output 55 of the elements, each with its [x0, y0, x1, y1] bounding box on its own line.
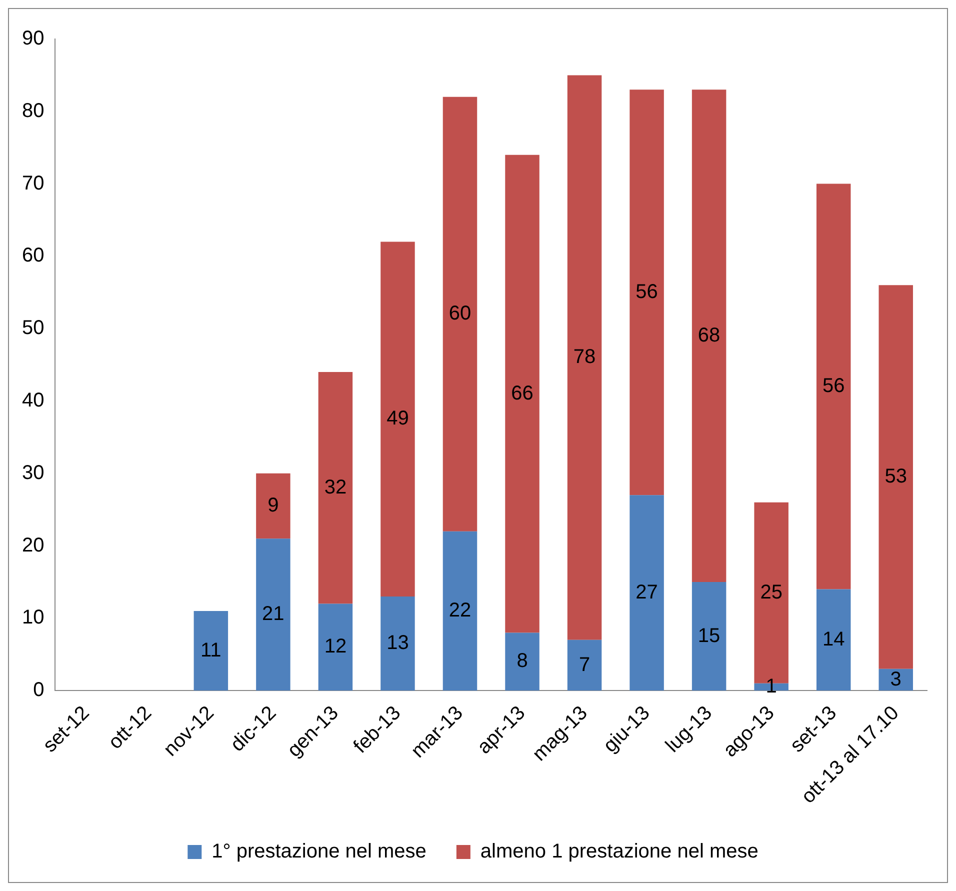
data-label: 14 [822, 628, 845, 650]
data-label: 27 [636, 581, 658, 604]
data-label: 68 [698, 324, 720, 346]
data-label: 22 [448, 599, 472, 622]
y-tick-label: 20 [22, 534, 44, 556]
data-label: 8 [516, 650, 528, 672]
bar [816, 589, 851, 691]
data-label: 53 [884, 466, 907, 488]
data-label: 12 [324, 636, 347, 658]
bar [442, 531, 478, 691]
data-label: 56 [822, 375, 845, 398]
data-label: 56 [636, 280, 658, 303]
bar [567, 75, 602, 640]
y-tick-label: 0 [33, 679, 44, 702]
bar [630, 495, 664, 691]
data-label: 11 [200, 639, 222, 662]
y-tick-label: 60 [22, 244, 44, 267]
legend-label: almeno 1 prestazione nel mese [480, 840, 758, 863]
bar [318, 604, 353, 691]
bar [380, 596, 415, 691]
data-label: 3 [890, 668, 902, 690]
y-tick-label: 80 [22, 100, 44, 122]
data-label: 32 [324, 476, 347, 498]
data-label: 25 [760, 581, 782, 604]
bar [318, 372, 353, 604]
data-label: 60 [448, 302, 472, 325]
y-tick-label: 50 [22, 317, 44, 340]
bar [567, 640, 602, 691]
bar [692, 582, 726, 691]
data-label: 78 [573, 346, 596, 368]
bar [256, 473, 290, 539]
bar [630, 90, 664, 496]
data-label: 21 [262, 603, 284, 626]
bar [505, 632, 540, 691]
bar [878, 668, 913, 691]
bar [194, 610, 228, 691]
data-label: 15 [698, 624, 720, 647]
bar [692, 90, 726, 582]
data-label: 13 [386, 632, 409, 654]
data-label: 7 [578, 654, 590, 676]
bar [816, 184, 851, 590]
bar [442, 96, 478, 532]
legend-label: 1° prestazione nel mese [212, 840, 426, 863]
bar [505, 154, 540, 633]
bar [256, 538, 290, 691]
data-label: 9 [268, 494, 279, 517]
y-tick-label: 30 [22, 462, 44, 484]
y-tick-label: 40 [22, 390, 44, 412]
bar [380, 242, 415, 596]
bar [878, 285, 913, 669]
data-label: 49 [386, 408, 409, 430]
data-label: 66 [511, 382, 534, 404]
y-tick-label: 90 [22, 28, 44, 50]
y-tick-label: 70 [22, 172, 44, 194]
y-tick-label: 10 [22, 606, 44, 629]
